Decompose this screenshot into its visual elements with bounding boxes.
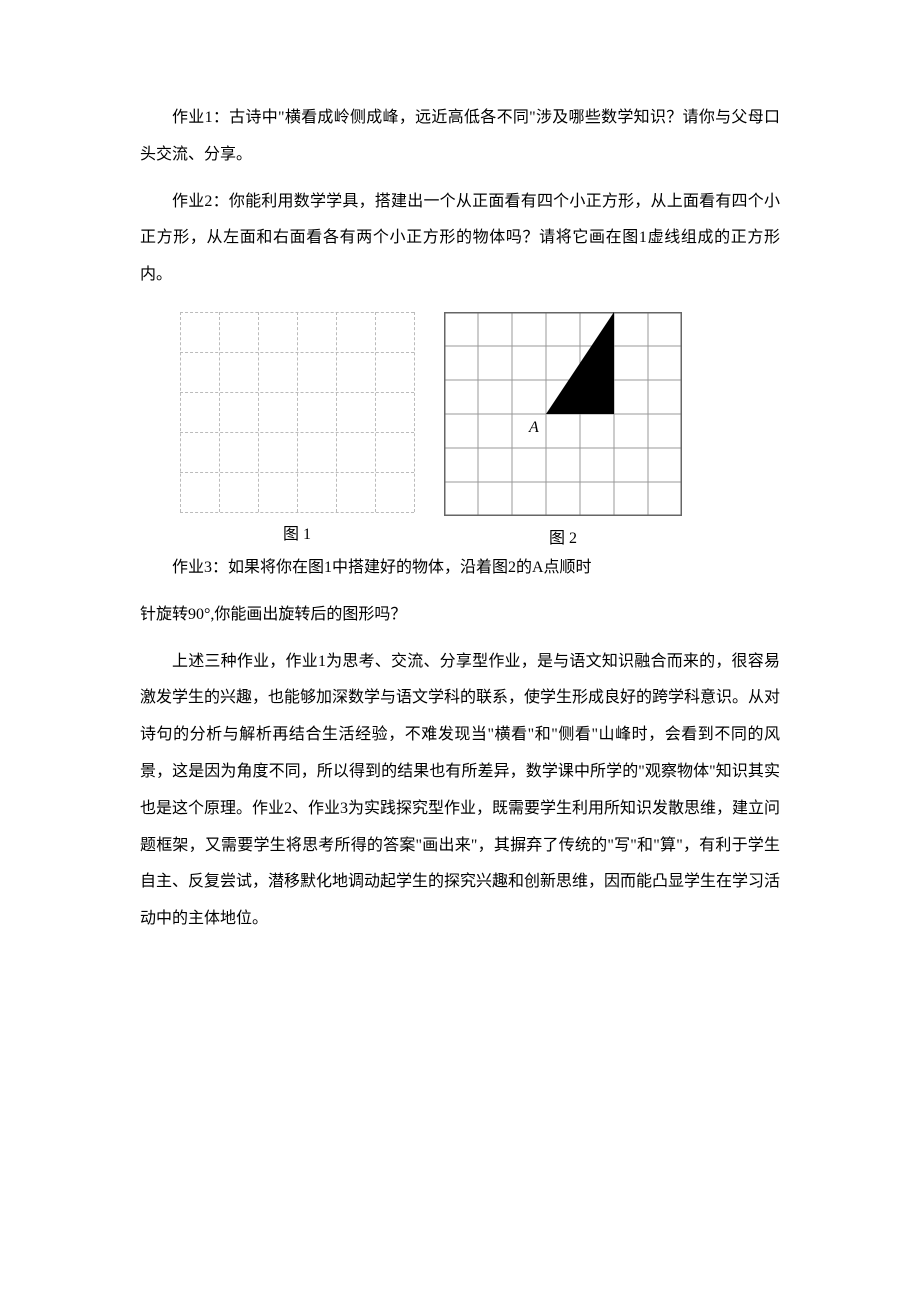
grid-line-h [180,512,414,513]
point-label-a: A [529,419,539,437]
grid-line-v [336,312,337,512]
figure-2-caption: 图 2 [549,524,577,548]
figure-2-block: A 图 2 [444,312,682,548]
grid-line-v [219,312,220,512]
grid-line-v [375,312,376,512]
paragraph-hw3a: 作业3：如果将你在图1中搭建好的物体，沿着图2的A点顺时 [140,550,780,587]
paragraph-hw3b: 针旋转90°,你能画出旋转后的图形吗？ [140,597,780,634]
grid-line-v [258,312,259,512]
grid-line-v [180,312,181,512]
paragraph-hw1: 作业1：古诗中"横看成岭侧成峰，远近高低各不同"涉及哪些数学知识？请你与父母口头… [140,100,780,174]
figure-1-grid [180,312,414,512]
figure-2-grid: A [444,312,682,516]
figures-row: 图 1 A 图 2 [180,312,780,548]
paragraph-hw2: 作业2：你能利用数学学具，搭建出一个从正面看有四个小正方形，从上面看有四个小正方… [140,184,780,294]
figure-2-svg [444,312,682,516]
document-page: 作业1：古诗中"横看成岭侧成峰，远近高低各不同"涉及哪些数学知识？请你与父母口头… [0,0,920,1008]
paragraph-analysis: 上述三种作业，作业1为思考、交流、分享型作业，是与语文知识融合而来的，很容易激发… [140,644,780,938]
grid-line-v [414,312,415,512]
figure-1-caption: 图 1 [283,520,311,544]
grid-line-v [297,312,298,512]
figure-1-block: 图 1 [180,312,414,548]
